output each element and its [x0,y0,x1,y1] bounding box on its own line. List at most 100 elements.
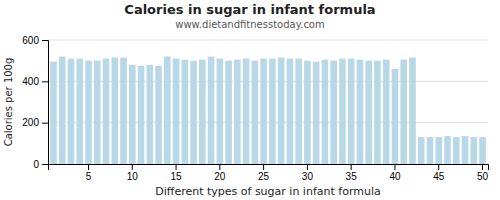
bar [225,61,232,164]
y-axis-line [42,41,49,165]
y-tick: 600 [22,35,48,46]
x-tick-label: 40 [389,171,401,182]
bar [269,59,276,164]
subtitle: www.dietandfitnesstoday.com [175,19,324,30]
bar [365,61,372,164]
bar [409,58,416,164]
x-tick-mark [263,164,264,170]
title: Calories in sugar in infant formula [124,2,375,17]
y-axis: 0 200 400 600 [22,35,48,170]
bar [243,59,250,164]
x-tick-label: 50 [477,171,489,182]
x-axis-line [49,165,489,171]
bar [453,137,460,164]
y-tick: 0 [33,159,48,170]
x-tick-label: 5 [86,171,92,182]
bar [76,59,83,164]
x-tick-label: 30 [302,171,314,182]
y-tick-mark [42,40,48,41]
bar [339,59,346,164]
chart: Calories in sugar in infant formula www.d… [0,0,500,200]
bar [392,69,399,164]
bar [322,60,329,164]
bar [182,60,189,164]
bar [155,66,162,164]
x-tick: 35 [346,164,358,182]
bar [479,137,486,164]
x-tick-mark [307,164,308,170]
bar [164,57,171,164]
bar [252,61,259,164]
x-tick-mark [88,164,89,170]
x-tick-mark [482,164,483,170]
x-tick-label: 15 [170,171,182,182]
bars [50,57,486,164]
x-tick: 40 [389,164,401,182]
x-tick-mark [132,164,133,170]
bar [85,61,92,164]
bar [208,57,215,164]
bar [147,65,154,164]
y-tick-label: 200 [22,117,39,128]
x-tick-mark [219,164,220,170]
bar [129,65,136,164]
y-tick: 400 [22,76,48,87]
bar [400,60,407,164]
y-tick-label: 400 [22,76,39,87]
bar [260,59,267,164]
bar [138,66,145,164]
x-tick: 5 [86,164,92,182]
x-tick: 10 [127,164,139,182]
x-tick-mark [438,164,439,170]
bar [427,137,434,164]
bar [462,136,469,164]
y-tick-mark [42,164,48,165]
x-tick: 20 [214,164,226,182]
x-axis: 5 10 15 20 25 30 35 40 45 50 [49,164,489,182]
x-tick-label: 35 [346,171,358,182]
bar [94,61,101,164]
bar [357,60,364,164]
y-tick-mark [42,81,48,82]
y-tick: 200 [22,117,48,128]
bar [59,57,66,164]
bar [470,137,477,164]
x-tick: 25 [258,164,270,182]
bar [374,61,381,164]
bar [103,59,110,164]
x-tick-label: 25 [258,171,270,182]
y-axis-title: Calories per 100g [3,58,14,147]
bar [217,59,224,164]
x-tick: 15 [170,164,182,182]
bar [278,58,285,164]
bar [190,61,197,164]
bar [444,136,451,164]
bar [120,58,127,164]
bar [418,137,425,164]
bar [173,59,180,164]
bar [295,59,302,164]
bar [435,137,442,164]
x-axis-title: Different types of sugar in infant formu… [155,185,380,198]
x-tick: 50 [477,164,489,182]
plot: 5 10 15 20 25 30 35 40 45 50 0 200 400 600 [22,35,488,182]
grid [48,40,488,164]
bar [234,60,241,164]
bar [313,62,320,164]
bar [348,59,355,164]
grid-line [48,40,488,41]
bar [304,61,311,164]
bar [199,60,206,164]
y-tick-label: 0 [33,159,39,170]
bar [50,62,57,164]
y-tick-mark [42,123,48,124]
x-tick-mark [351,164,352,170]
y-tick-label: 600 [22,35,39,46]
x-tick-label: 20 [214,171,226,182]
x-tick-label: 10 [127,171,139,182]
x-tick-mark [394,164,395,170]
bar [287,59,294,164]
bar [330,61,337,164]
x-tick: 30 [302,164,314,182]
x-tick-label: 45 [433,171,445,182]
